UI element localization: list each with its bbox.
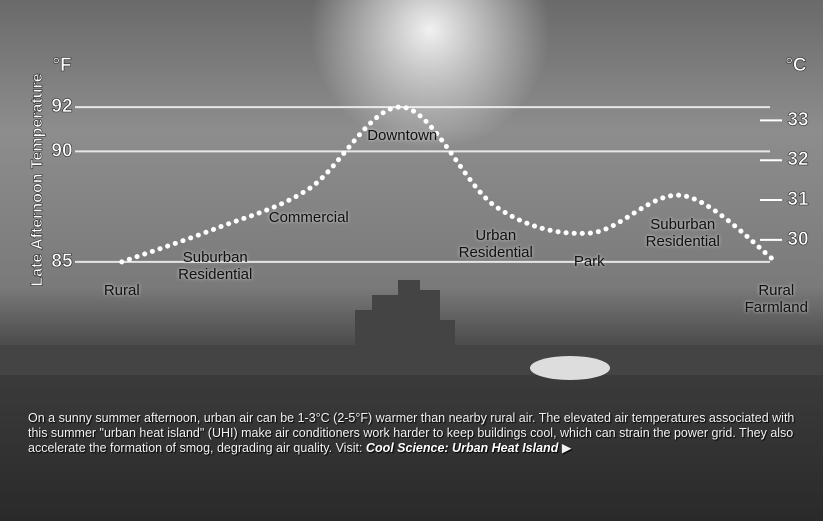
caption-text: On a sunny summer afternoon, urban air c…: [28, 411, 795, 455]
category-label: Rural Farmland: [744, 281, 808, 316]
y2-tick-label: 32: [787, 149, 808, 170]
category-label: Suburban Residential: [645, 215, 720, 250]
temperature-line: [119, 104, 779, 265]
y-tick-label: 85: [51, 251, 73, 272]
category-label: Downtown: [367, 127, 438, 145]
skyline: [0, 280, 823, 380]
sun-glow: [310, 0, 550, 150]
link[interactable]: Cool Science: Urban Heat Island: [365, 441, 559, 455]
y-tick-label: 90: [51, 140, 72, 161]
caption: On a sunny summer afternoon, urban air c…: [28, 411, 798, 456]
y2-tick-label: 33: [787, 109, 808, 130]
link-arrow[interactable]: ▶: [561, 441, 572, 455]
y2-unit: °C: [785, 55, 807, 76]
category-label: Rural: [103, 281, 140, 299]
y-unit: °F: [52, 55, 71, 76]
category-label: Suburban Residential: [178, 248, 253, 283]
y-tick-label: 92: [51, 96, 72, 117]
category-label: Park: [573, 253, 605, 271]
category-label: Urban Residential: [458, 226, 533, 261]
category-label: Commercial: [268, 208, 349, 226]
y2-tick-label: 31: [787, 189, 809, 210]
y-axis-label: Late Afternoon Temperature: [29, 73, 46, 286]
y2-tick-label: 30: [787, 229, 808, 250]
